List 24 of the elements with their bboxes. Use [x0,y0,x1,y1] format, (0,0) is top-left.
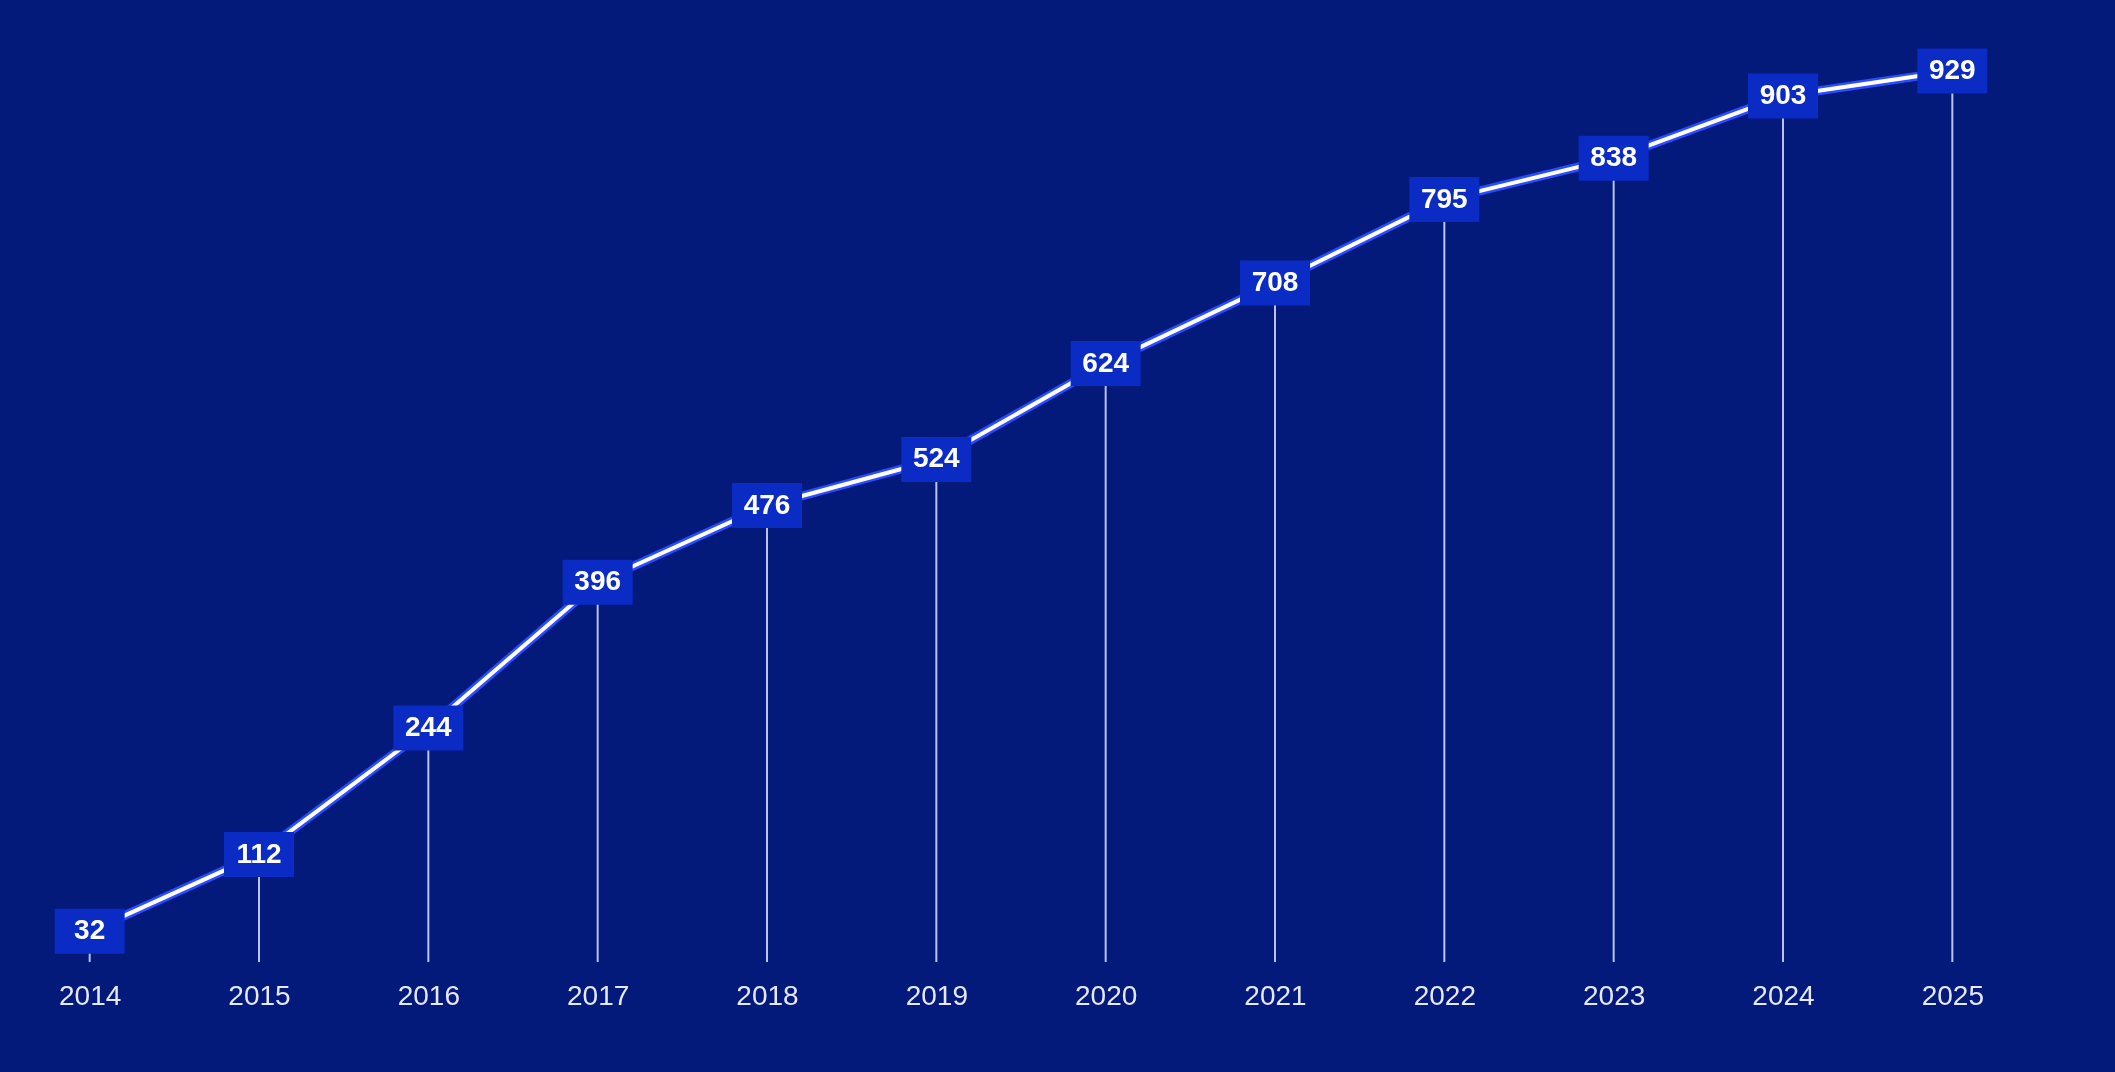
x-tick-label: 2017 [567,979,630,1011]
data-label: 929 [1928,54,1976,86]
x-tick-label: 2019 [905,979,968,1011]
data-label: 624 [1082,346,1130,378]
x-tick-label: 2022 [1413,979,1476,1011]
x-tick-label: 2018 [736,979,799,1011]
x-tick-label: 2023 [1583,979,1646,1011]
x-tick-label: 2015 [228,979,291,1011]
data-label: 903 [1759,79,1807,111]
data-label: 524 [912,442,961,474]
x-tick-label: 2024 [1752,979,1815,1011]
data-label: 476 [743,488,791,520]
data-label: 244 [404,711,453,742]
x-tick-label: 2025 [1921,979,1984,1011]
data-label: 708 [1251,266,1299,298]
data-label: 112 [236,837,282,869]
data-label: 795 [1420,182,1468,214]
x-tick-label: 2014 [59,979,122,1011]
x-tick-label: 2016 [397,979,460,1011]
x-tick-label: 2021 [1244,979,1307,1011]
data-label: 32 [74,914,106,946]
data-label: 838 [1590,141,1638,173]
data-label: 396 [574,565,622,597]
x-tick-label: 2020 [1075,979,1138,1011]
